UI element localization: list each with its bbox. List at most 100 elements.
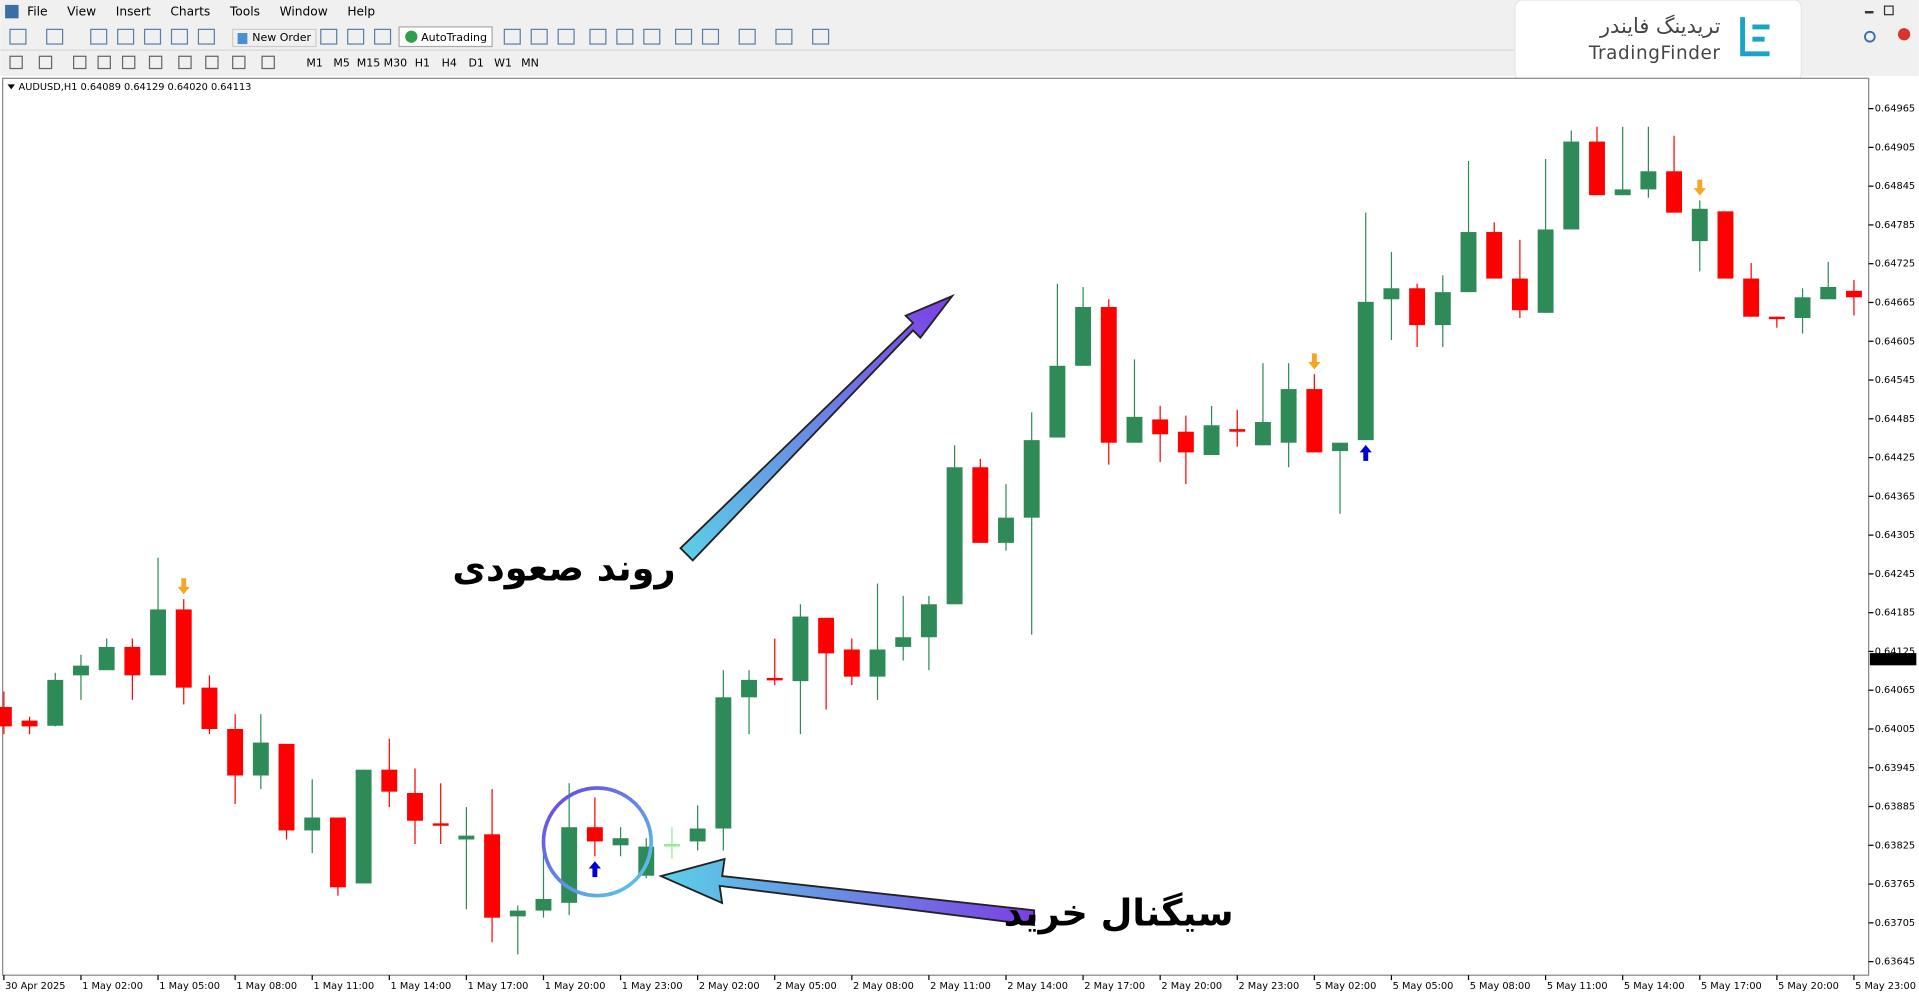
toolbar-icon[interactable] [347,28,365,45]
timeframe[interactable]: M30 [384,57,407,70]
x-tick-label: 1 May 02:00 [82,981,143,992]
auto-trading-label[interactable]: AutoTrading [421,31,487,44]
toolbar-icon[interactable] [530,28,548,45]
notifications[interactable] [1897,28,1911,41]
drawing-tool[interactable] [148,55,163,70]
candle-body [1666,171,1683,213]
drawing-tool[interactable] [97,55,111,70]
auto-trading-button[interactable] [398,26,493,48]
toolbar-icon[interactable] [616,28,634,45]
candle-body [1486,232,1503,279]
toolbar-icon[interactable] [197,28,215,45]
candle-body [0,707,12,727]
candle-body [1357,301,1374,441]
candle-body [586,827,603,842]
candle-body [818,617,835,654]
timeframe[interactable]: W1 [494,57,512,70]
candle-body [98,646,115,671]
candle-body [895,637,912,647]
y-tick-label: 0.64065 [1875,685,1915,696]
candle-body [792,616,809,682]
toolbar-icon[interactable] [90,28,108,45]
menu-item[interactable]: View [67,5,96,19]
candle-body [1743,278,1760,317]
y-tick-label: 0.64245 [1875,569,1915,580]
toolbar-icon[interactable] [503,28,521,45]
restore[interactable] [1883,5,1894,16]
candle-body [124,646,141,676]
candle-body [843,649,860,677]
x-tick-label: 2 May 08:00 [853,981,914,992]
menu-item[interactable]: Insert [116,5,151,19]
candle-body [227,728,244,776]
y-tick-label: 0.63825 [1875,840,1915,851]
toolbar-icon[interactable] [170,28,189,45]
timeframe[interactable]: H1 [415,57,430,70]
current-price-box [1869,653,1917,666]
candle-body [689,828,706,842]
toolbar-icon[interactable] [643,28,661,45]
toolbar-icon[interactable] [374,28,392,45]
toolbar-icon[interactable] [589,28,607,45]
menu-item[interactable]: Window [280,5,328,19]
toolbar-icon[interactable] [46,28,64,45]
candle-body [535,898,552,911]
x-tick-label: 5 May 17:00 [1701,981,1762,992]
drawing-tool[interactable] [38,55,53,70]
minimize[interactable] [1864,11,1874,14]
candle-body [664,844,680,847]
candle-body [1589,141,1605,196]
menu-item[interactable]: Help [347,5,375,19]
timeframe[interactable]: D1 [468,57,483,70]
drawing-tool[interactable] [261,55,275,70]
candle-body [766,677,783,681]
toolbar-icon[interactable] [701,28,720,45]
candle-body [1640,171,1657,190]
y-tick-label: 0.64185 [1875,608,1915,619]
x-tick-label: 5 May 20:00 [1778,981,1839,992]
timeframe[interactable]: M15 [357,57,380,70]
timeframe[interactable]: MN [521,57,539,70]
x-tick-label: 5 May 23:00 [1855,981,1916,992]
x-tick-label: 5 May 08:00 [1470,981,1531,992]
candle-body [509,910,526,917]
timeframe[interactable]: M1 [306,57,322,70]
logo-persian: تریدینگ فایندر [1599,14,1721,38]
menu-item[interactable]: Charts [170,5,210,19]
y-tick-label: 0.64725 [1875,259,1915,270]
toolbar-icon[interactable] [320,28,338,45]
timeframe[interactable]: H4 [442,57,457,70]
icon [405,30,418,43]
toolbar-icon[interactable] [143,28,162,45]
current-price-label: 0.64113 [1875,654,1915,665]
candle-body [21,720,38,727]
search[interactable] [1864,30,1876,43]
candle-body [47,679,64,726]
candle-body [304,817,321,831]
candle-body [1203,425,1220,455]
drawing-tool[interactable] [205,55,219,70]
new-order-label[interactable]: New Order [252,31,311,44]
candle-body [1306,389,1323,453]
toolbar-icon[interactable] [812,28,830,45]
drawing-tool[interactable] [232,55,246,70]
toolbar-icon[interactable] [738,28,756,45]
drawing-tool[interactable] [73,55,87,70]
toolbar-icon[interactable] [675,28,693,45]
symbol-info: AUDUSD,H1 0.64089 0.64129 0.64020 0.6411… [19,82,252,93]
new-order-button[interactable] [232,28,317,48]
drawing-tool[interactable] [9,55,23,70]
drawing-tool[interactable] [121,55,136,70]
candle-body [175,609,192,688]
x-tick-label: 1 May 23:00 [622,981,683,992]
toolbar-icon[interactable] [9,28,27,45]
drawing-tool[interactable] [178,55,192,70]
menu-item[interactable]: Tools [229,5,260,19]
toolbar-icon[interactable] [557,28,575,45]
toolbar-icon[interactable] [117,28,135,45]
menu-item[interactable]: File [27,5,47,19]
timeframe[interactable]: M5 [333,57,349,70]
toolbar-icon[interactable] [775,28,793,45]
sell-arrow [177,578,190,595]
x-tick-label: 2 May 17:00 [1084,981,1145,992]
